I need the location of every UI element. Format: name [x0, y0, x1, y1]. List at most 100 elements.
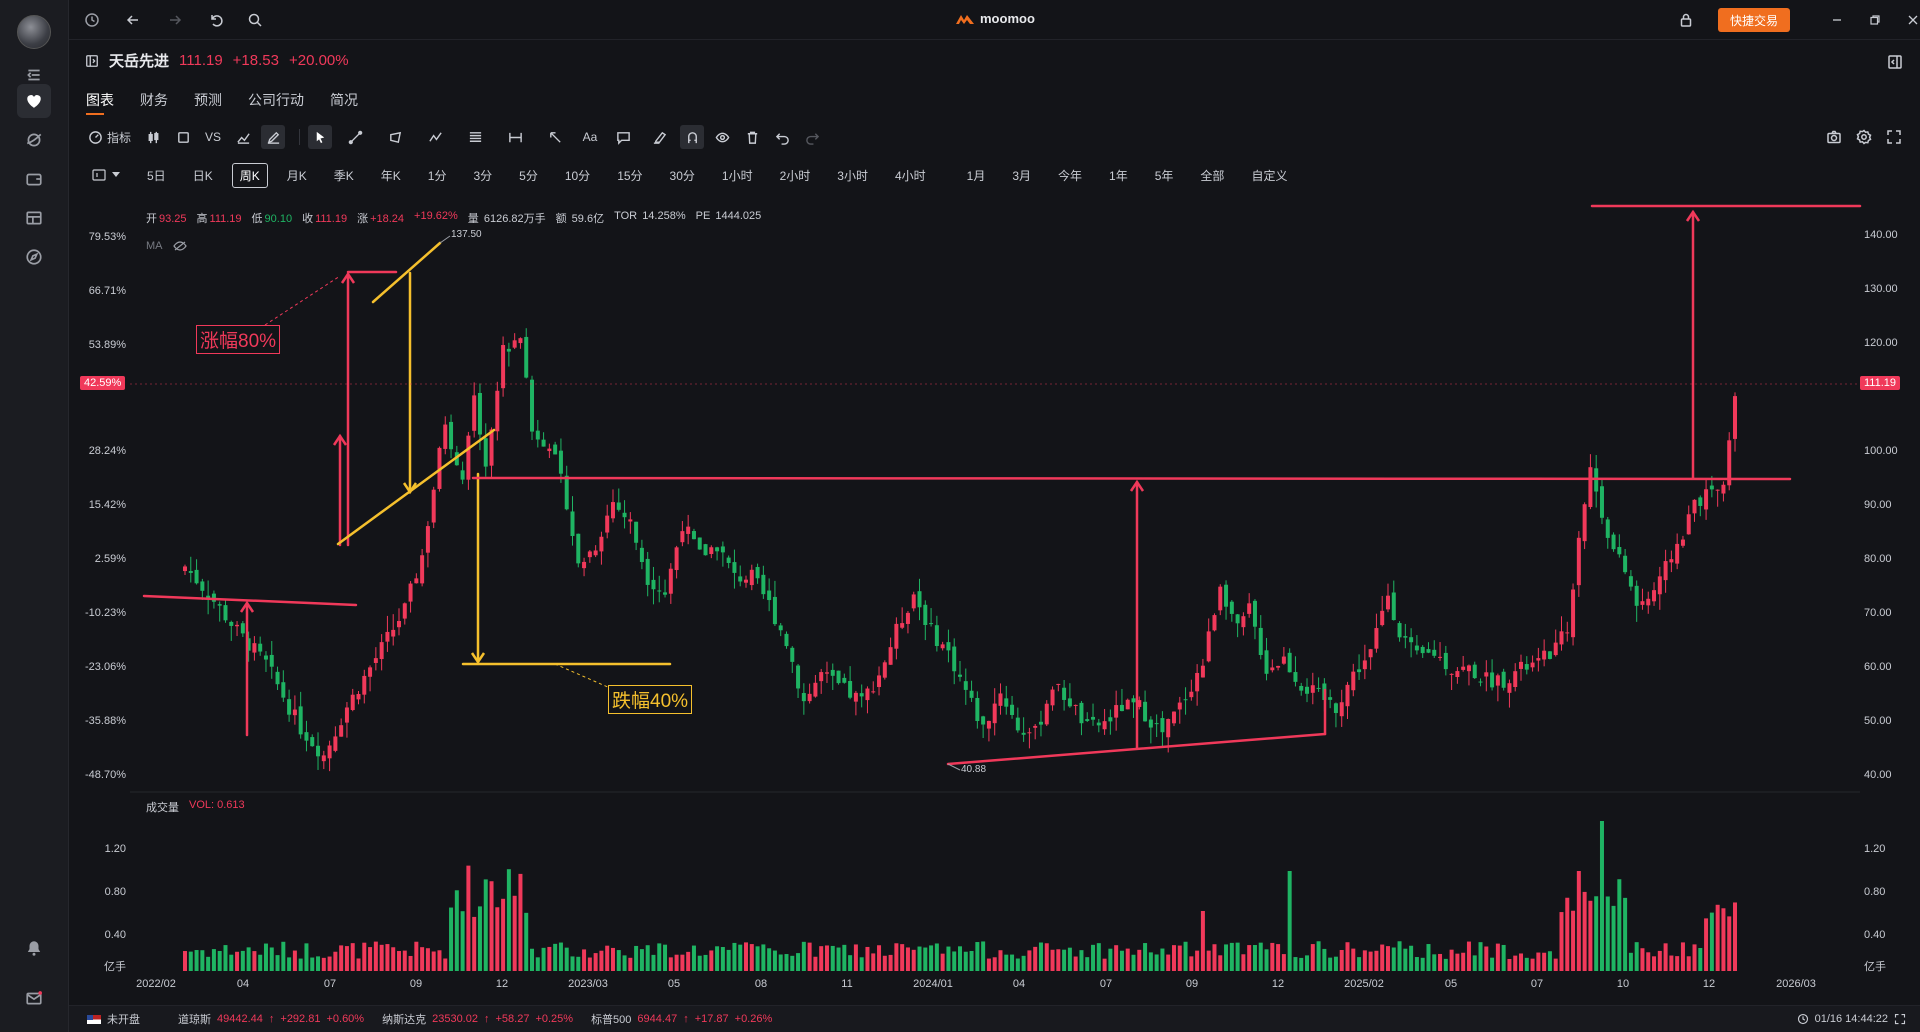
period-3h[interactable]: 3小时: [837, 168, 868, 183]
tab-profile[interactable]: 简况: [330, 92, 358, 108]
period-3min[interactable]: 3分: [473, 168, 493, 183]
candle-body: [1582, 504, 1587, 542]
undo-icon[interactable]: [770, 125, 794, 149]
index-ndx[interactable]: 纳斯达克 23530.02 ↑ +58.27 +0.25%: [382, 1011, 573, 1027]
settings-gear-icon[interactable]: [1854, 127, 1874, 147]
refresh-icon[interactable]: [206, 10, 226, 30]
period-5d[interactable]: 5日: [147, 168, 166, 183]
square-icon[interactable]: [171, 125, 195, 149]
range-3m[interactable]: 3月: [1012, 168, 1032, 183]
tab-forecast[interactable]: 预测: [194, 92, 222, 108]
pattern-icon[interactable]: [418, 125, 452, 149]
period-yearly[interactable]: 年K: [380, 168, 401, 183]
expand-footer-icon[interactable]: [1894, 1013, 1906, 1025]
lock-icon[interactable]: [1676, 10, 1696, 30]
stock-detail-icon[interactable]: [85, 54, 99, 68]
candle-body: [1200, 665, 1205, 678]
history-icon[interactable]: [82, 10, 102, 30]
volume-bar: [1721, 908, 1726, 971]
range-ytd[interactable]: 今年: [1058, 168, 1083, 183]
market-globe-icon[interactable]: [17, 123, 51, 157]
close-label: 收: [302, 213, 314, 225]
tab-corporate-actions[interactable]: 公司行动: [248, 92, 304, 108]
search-icon[interactable]: [245, 10, 265, 30]
candle-body: [1432, 649, 1437, 656]
eye-icon[interactable]: [710, 125, 734, 149]
period-1min[interactable]: 1分: [427, 168, 447, 183]
wallet-icon[interactable]: [17, 162, 51, 196]
index-spx[interactable]: 标普500 6944.47 ↑ +17.87 +0.26%: [591, 1011, 772, 1027]
pen-icon[interactable]: [261, 125, 286, 149]
period-1h[interactable]: 1小时: [721, 168, 753, 183]
volume-bar: [1345, 942, 1350, 971]
text-tool-button[interactable]: Aa: [582, 130, 598, 144]
tab-chart[interactable]: 图表: [86, 92, 114, 108]
range-1y[interactable]: 1年: [1109, 168, 1128, 183]
period-4h[interactable]: 4小时: [894, 168, 926, 183]
period-15min[interactable]: 15分: [617, 168, 643, 183]
comment-icon[interactable]: [608, 125, 638, 149]
notification-bell-icon[interactable]: [17, 931, 51, 965]
fall-annotation[interactable]: 跌幅40%: [608, 685, 693, 714]
fullscreen-icon[interactable]: [1884, 127, 1904, 147]
layout-icon[interactable]: [17, 201, 51, 235]
candle-style-icon[interactable]: [141, 125, 165, 149]
period-weekly[interactable]: 周K: [231, 162, 268, 188]
collapse-icon[interactable]: [17, 58, 51, 92]
period-quarterly[interactable]: 季K: [333, 168, 354, 183]
hide-eye-icon[interactable]: [172, 241, 187, 251]
measure-icon[interactable]: [498, 125, 532, 149]
volume-bar: [1073, 956, 1078, 971]
expand-panel-icon[interactable]: [1885, 52, 1905, 72]
volume-axis-tick-right: 1.20: [1864, 843, 1886, 855]
watchlist-heart-icon[interactable]: [17, 84, 51, 118]
compare-vs-button[interactable]: VS: [205, 130, 222, 144]
arrow-tool-icon[interactable]: [538, 125, 572, 149]
range-1m[interactable]: 1月: [966, 168, 986, 183]
candle-body: [796, 665, 801, 689]
eraser-icon[interactable]: [644, 125, 674, 149]
volume-bar: [194, 950, 199, 971]
candle-body: [327, 745, 332, 759]
period-2h[interactable]: 2小时: [779, 168, 811, 183]
forward-arrow-icon[interactable]: [165, 10, 185, 30]
camera-icon[interactable]: [1824, 127, 1844, 147]
fibonacci-icon[interactable]: [458, 125, 492, 149]
volume-bar: [853, 944, 858, 971]
back-arrow-icon[interactable]: [123, 10, 143, 30]
trash-icon[interactable]: [740, 125, 764, 149]
candle-body: [535, 430, 540, 440]
rise-annotation[interactable]: 涨幅80%: [196, 325, 281, 354]
indicator-button[interactable]: 指标: [84, 125, 135, 149]
volume-bar: [1229, 942, 1234, 971]
layout-dropdown[interactable]: [84, 165, 128, 185]
period-daily[interactable]: 日K: [192, 168, 213, 183]
mail-icon[interactable]: [17, 981, 51, 1015]
magnet-icon[interactable]: [680, 125, 705, 149]
period-10min[interactable]: 10分: [564, 168, 591, 183]
volume-bar: [582, 949, 587, 971]
period-monthly[interactable]: 月K: [286, 168, 307, 183]
candle-body: [1195, 672, 1200, 692]
period-30min[interactable]: 30分: [669, 168, 695, 183]
avatar[interactable]: [17, 15, 51, 49]
cursor-icon[interactable]: [308, 125, 333, 149]
trend-line-icon[interactable]: [338, 125, 372, 149]
volume-bar: [206, 956, 211, 971]
chart-type-icon[interactable]: [231, 125, 255, 149]
minimize-icon[interactable]: [1827, 10, 1847, 30]
period-5min[interactable]: 5分: [519, 168, 538, 183]
redo-icon[interactable]: [800, 125, 824, 149]
restore-icon[interactable]: [1865, 10, 1885, 30]
discover-compass-icon[interactable]: [17, 240, 51, 274]
volume-bar: [929, 945, 934, 971]
index-dji[interactable]: 道琼斯 49442.44 ↑ +292.81 +0.60%: [178, 1011, 364, 1027]
range-custom[interactable]: 自定义: [1251, 168, 1288, 183]
tab-financials[interactable]: 财务: [140, 92, 168, 108]
shape-icon[interactable]: [378, 125, 412, 149]
range-all[interactable]: 全部: [1200, 168, 1225, 183]
kline-chart[interactable]: [69, 200, 1920, 990]
quick-trade-button[interactable]: 快捷交易: [1718, 8, 1790, 32]
close-icon[interactable]: [1903, 10, 1920, 30]
range-5y[interactable]: 5年: [1154, 168, 1174, 183]
